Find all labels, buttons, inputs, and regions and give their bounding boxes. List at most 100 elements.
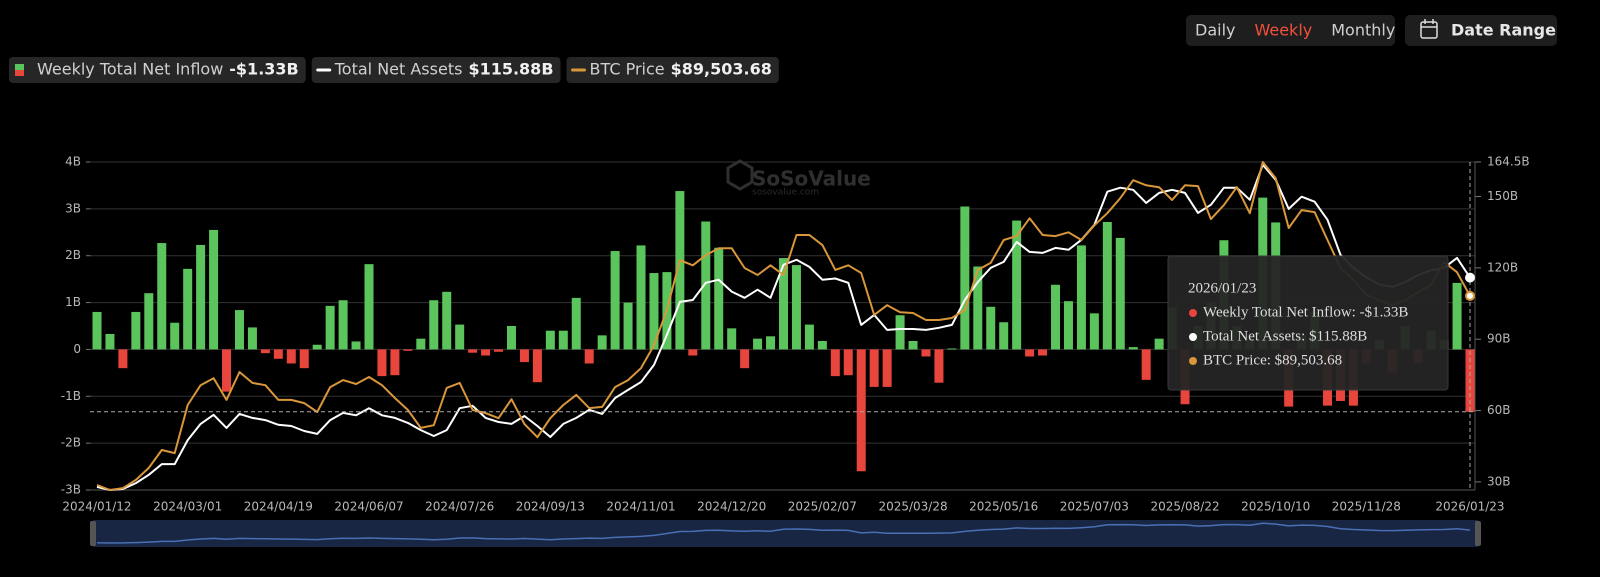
bar xyxy=(766,336,776,350)
bar xyxy=(882,349,892,387)
bar xyxy=(649,273,659,350)
x-tick-label: 2025/11/28 xyxy=(1332,500,1401,514)
x-tick-label: 2024/06/07 xyxy=(334,500,403,514)
bar xyxy=(170,322,180,350)
bar xyxy=(390,349,400,376)
y2-tick-label: 120B xyxy=(1487,260,1518,274)
period-switch xyxy=(1186,15,1395,46)
bar xyxy=(869,349,879,387)
bar xyxy=(636,245,646,350)
x-tick-label: 2024/07/26 xyxy=(425,500,494,514)
bar xyxy=(1076,245,1086,350)
bar xyxy=(830,349,840,377)
bar xyxy=(1038,349,1048,356)
tooltip: 2026/01/23 Weekly Total Net Inflow: -$1.… xyxy=(1167,255,1449,391)
bar xyxy=(468,349,478,353)
x-tick-label: 2025/05/16 xyxy=(969,500,1038,514)
bar xyxy=(843,349,853,376)
x-tick-label: 2024/03/01 xyxy=(153,500,222,514)
bar xyxy=(973,266,983,350)
y-tick-label: 0 xyxy=(73,342,81,356)
bar xyxy=(1051,284,1061,350)
bar xyxy=(856,349,866,472)
tooltip-line: BTC Price: $89,503.68 xyxy=(1203,352,1342,368)
hover-dot xyxy=(1465,272,1475,283)
bar xyxy=(597,335,607,350)
date-range-button[interactable] xyxy=(1405,15,1557,46)
bar xyxy=(545,330,555,350)
bar xyxy=(779,258,788,350)
y-tick-label: -1B xyxy=(61,389,81,403)
legend-item: Total Net Assets $115.88B xyxy=(311,57,561,83)
legend-name: Total Net Assets xyxy=(334,60,463,79)
bar xyxy=(1115,237,1125,350)
bar xyxy=(1089,313,1099,350)
calendar-icon xyxy=(1420,19,1438,39)
bar xyxy=(494,349,504,352)
bar xyxy=(701,221,711,350)
bar xyxy=(753,338,763,350)
x-tick-label: 2024/04/19 xyxy=(244,500,313,514)
bar xyxy=(740,349,750,369)
y2-tick-label: 90B xyxy=(1487,332,1511,346)
x-tick-label: 2025/10/10 xyxy=(1241,500,1310,514)
bar xyxy=(1063,301,1073,350)
legend-pill xyxy=(311,57,561,83)
period-option[interactable]: Weekly xyxy=(1254,21,1312,40)
legend-value: -$1.33B xyxy=(229,60,298,79)
bar xyxy=(260,349,270,354)
bar xyxy=(105,333,115,350)
date-range-label[interactable]: Date Range xyxy=(1451,21,1556,40)
legend-name: BTC Price xyxy=(590,60,665,79)
bar xyxy=(338,300,348,350)
y2-tick-label: 164.5B xyxy=(1487,155,1530,169)
y-tick-label: 1B xyxy=(65,295,81,309)
period-option[interactable]: Monthly xyxy=(1331,21,1395,40)
x-tick-label: 2024/01/12 xyxy=(62,500,131,514)
tooltip-line: Weekly Total Net Inflow: -$1.33B xyxy=(1203,304,1408,320)
bar xyxy=(999,322,1009,350)
legend-pill xyxy=(9,57,306,83)
legend-name: Weekly Total Net Inflow xyxy=(37,60,223,79)
bar xyxy=(312,344,322,350)
bar xyxy=(908,340,918,350)
period-option[interactable]: Daily xyxy=(1195,21,1235,40)
y2-tick-label: 30B xyxy=(1487,474,1511,488)
bar xyxy=(183,268,193,350)
bar xyxy=(442,291,452,350)
x-tick-label: 2024/11/01 xyxy=(606,500,675,514)
watermark-brand: SoSoValue xyxy=(752,167,871,191)
bar xyxy=(481,349,491,356)
navigator-handle[interactable] xyxy=(1475,521,1481,546)
bar xyxy=(675,191,685,350)
bar xyxy=(196,244,206,350)
legend-value: $115.88B xyxy=(468,60,553,79)
legend-item: Weekly Total Net Inflow -$1.33B xyxy=(9,57,306,83)
watermark-site: sosovalue.com xyxy=(752,188,819,198)
y-tick-label: -2B xyxy=(61,436,81,450)
bar xyxy=(118,349,128,369)
bar xyxy=(377,349,387,377)
bar xyxy=(921,349,931,357)
hover-dot xyxy=(1465,290,1475,301)
legend-pill xyxy=(566,57,779,83)
bar xyxy=(688,349,698,356)
tooltip-dot xyxy=(1189,309,1197,317)
bar xyxy=(234,310,244,350)
bar xyxy=(986,306,996,350)
bar xyxy=(519,349,529,363)
watermark: SoSoValue sosovalue.com xyxy=(726,159,871,198)
bar xyxy=(92,311,102,350)
bar xyxy=(623,302,633,350)
x-tick-label: 2025/02/07 xyxy=(788,500,857,514)
x-tick-label: 2025/03/28 xyxy=(878,500,947,514)
navigator-line xyxy=(96,522,1471,544)
series-line xyxy=(96,163,1471,491)
navigator-handle[interactable] xyxy=(90,521,96,546)
y-tick-label: 2B xyxy=(65,248,81,262)
bar xyxy=(1012,220,1022,350)
bar xyxy=(1452,282,1462,350)
bar xyxy=(222,349,232,392)
